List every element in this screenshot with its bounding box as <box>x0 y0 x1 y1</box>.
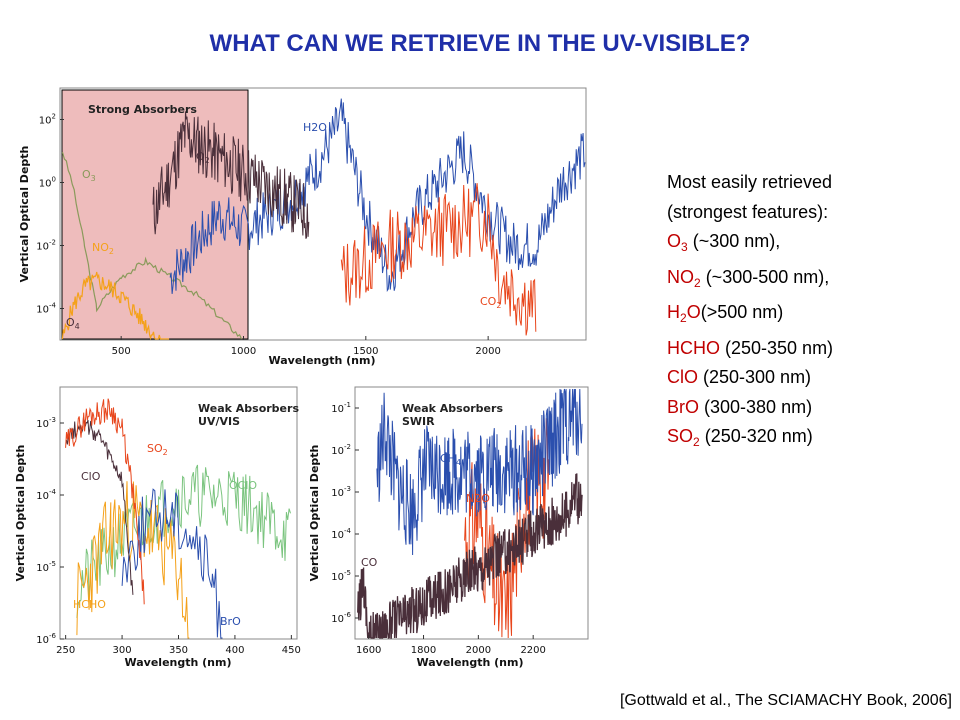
notes-intro-1: Most easily retrieved <box>667 172 833 192</box>
chart-weak-uvvis: Weak Absorbers UV/VIS Vertical Optical D… <box>14 386 301 669</box>
series-line-no2 <box>61 271 170 341</box>
chart-weak-swir: Weak Absorbers SWIR Vertical Optical Dep… <box>308 386 589 669</box>
y-tick-label: 102 <box>39 113 56 127</box>
species-label: CH4 <box>440 452 461 467</box>
x-axis-label: Wavelength (nm) <box>269 354 376 367</box>
x-tick-label: 300 <box>113 645 132 656</box>
notes-item: ClO (250-300 nm) <box>667 367 812 387</box>
species-label: O4 <box>66 316 80 331</box>
series-line-so2 <box>65 398 145 605</box>
series-line-co2 <box>340 183 537 336</box>
notes-item: BrO (300-380 nm) <box>667 396 813 417</box>
species-label: O3 <box>82 168 96 183</box>
series-line-hcho <box>76 481 190 639</box>
notes-item: SO2 (250-320 nm) <box>667 426 813 449</box>
x-tick-label: 1500 <box>353 346 378 357</box>
citation: [Gottwald et al., The SCIAMACHY Book, 20… <box>619 692 952 709</box>
y-tick-label: 10-6 <box>331 611 351 625</box>
species-label: HCHO <box>73 598 106 611</box>
y-tick-label: 10-3 <box>331 485 351 499</box>
x-tick-label: 500 <box>112 346 131 357</box>
panel-title-uvvis-2: UV/VIS <box>198 415 240 428</box>
y-tick-label: 10-4 <box>36 488 56 502</box>
species-label: H2O <box>303 121 327 134</box>
y-tick-label: 100 <box>39 176 56 190</box>
retrieval-notes: Most easily retrieved (strongest feature… <box>667 168 833 458</box>
x-tick-label: 250 <box>56 645 75 656</box>
y-tick-label: 10-6 <box>36 632 56 646</box>
series-line-h2o <box>169 98 586 294</box>
x-tick-label: 400 <box>225 645 244 656</box>
x-tick-label: 450 <box>282 645 301 656</box>
species-label: OClO <box>229 479 257 492</box>
panel-title-swir-2: SWIR <box>402 415 435 428</box>
chart-strong-absorbers: Strong Absorbers Vertical Optical Depth … <box>18 87 587 367</box>
y-axis-label: Vertical Optical Depth <box>14 445 27 582</box>
species-label: O2 <box>196 150 210 165</box>
notes-item: O3 (~300 nm), <box>667 231 781 254</box>
notes-item: NO2 (~300-500 nm), <box>667 266 830 290</box>
series-line-ch4 <box>376 388 583 556</box>
y-axis-label: Vertical Optical Depth <box>308 445 321 582</box>
y-axis-label: Vertical Optical Depth <box>18 146 31 283</box>
y-tick-label: 10-2 <box>36 239 56 253</box>
notes-item: H2O(>500 nm) <box>667 302 784 325</box>
panel-title-swir-1: Weak Absorbers <box>402 402 503 415</box>
x-tick-label: 2000 <box>466 645 491 656</box>
series-line-co <box>357 473 583 640</box>
species-label: CO2 <box>480 295 501 310</box>
species-label: ClO <box>81 470 101 483</box>
species-label: CO <box>361 556 378 569</box>
species-label: BrO <box>220 615 241 628</box>
y-tick-label: 10-4 <box>331 527 351 541</box>
species-label: SO2 <box>147 442 168 457</box>
x-tick-label: 1600 <box>356 645 381 656</box>
y-tick-label: 10-4 <box>36 302 56 316</box>
x-axis-label: Wavelength (nm) <box>125 656 232 669</box>
x-tick-label: 1000 <box>231 346 256 357</box>
x-axis-label: Wavelength (nm) <box>417 656 524 669</box>
y-tick-label: 10-2 <box>331 443 351 457</box>
series-line-o2 <box>152 111 310 239</box>
panel-title-uvvis-1: Weak Absorbers <box>198 402 299 415</box>
panel-title-strong: Strong Absorbers <box>88 103 197 116</box>
species-label: NO2 <box>92 241 114 256</box>
x-tick-label: 1800 <box>411 645 436 656</box>
x-tick-label: 350 <box>169 645 188 656</box>
page-title: WHAT CAN WE RETRIEVE IN THE UV-VISIBLE? <box>209 30 751 57</box>
notes-intro-2: (strongest features): <box>667 201 829 222</box>
x-tick-label: 2200 <box>520 645 545 656</box>
x-tick-label: 2000 <box>475 346 500 357</box>
y-tick-label: 10-3 <box>36 416 56 430</box>
species-label: N2O <box>466 492 490 505</box>
y-tick-label: 10-5 <box>331 569 351 583</box>
notes-item: HCHO (250-350 nm) <box>667 337 834 358</box>
series-line-o3 <box>61 151 243 340</box>
series-line-bro <box>121 488 223 639</box>
y-tick-label: 10-1 <box>331 401 351 415</box>
y-tick-label: 10-5 <box>36 560 56 574</box>
